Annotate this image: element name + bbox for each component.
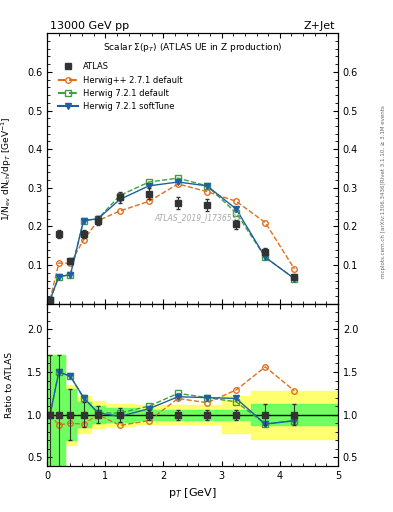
Text: Rivet 3.1.10, ≥ 3.1M events: Rivet 3.1.10, ≥ 3.1M events — [381, 105, 386, 182]
Text: 13000 GeV pp: 13000 GeV pp — [50, 20, 129, 31]
Text: mcplots.cern.ch [arXiv:1306.3436]: mcplots.cern.ch [arXiv:1306.3436] — [381, 183, 386, 278]
Text: ATLAS_2019_I1736531: ATLAS_2019_I1736531 — [155, 212, 242, 222]
X-axis label: p$_T$ [GeV]: p$_T$ [GeV] — [168, 486, 217, 500]
Y-axis label: 1/N$_{\rm ev}$ dN$_{\rm ch}$/dp$_T$ [GeV$^{-1}$]: 1/N$_{\rm ev}$ dN$_{\rm ch}$/dp$_T$ [GeV… — [0, 116, 14, 221]
Legend: ATLAS, Herwig++ 2.7.1 default, Herwig 7.2.1 default, Herwig 7.2.1 softTune: ATLAS, Herwig++ 2.7.1 default, Herwig 7.… — [54, 59, 185, 114]
Text: Z+Jet: Z+Jet — [303, 20, 335, 31]
Y-axis label: Ratio to ATLAS: Ratio to ATLAS — [5, 352, 14, 418]
Text: Scalar $\Sigma$(p$_T$) (ATLAS UE in Z production): Scalar $\Sigma$(p$_T$) (ATLAS UE in Z pr… — [103, 41, 283, 54]
